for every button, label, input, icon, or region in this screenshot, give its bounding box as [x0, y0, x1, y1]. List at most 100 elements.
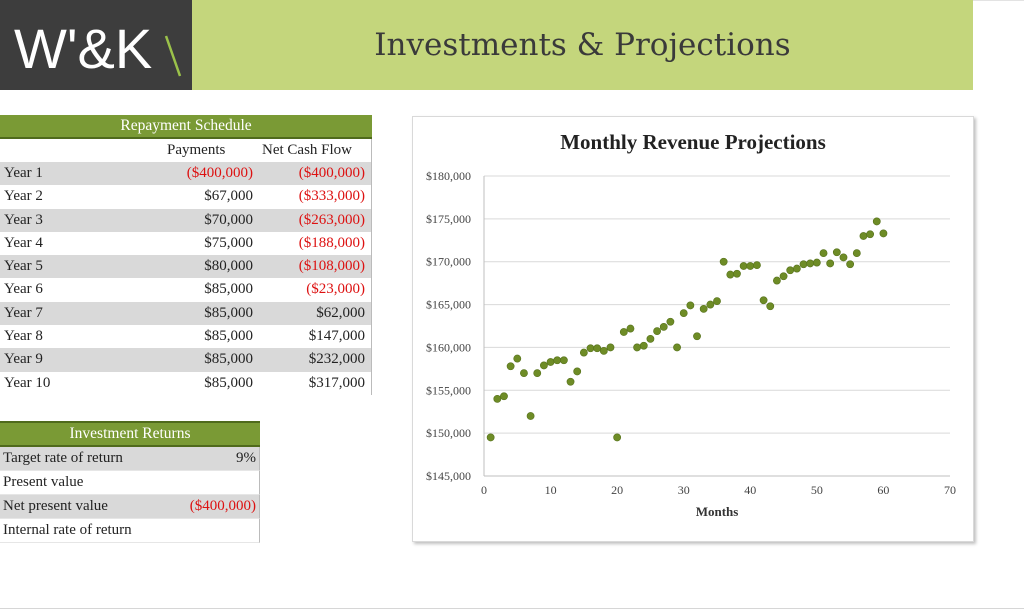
investment-value: 9% — [236, 450, 256, 466]
data-point — [832, 248, 841, 257]
data-point — [733, 269, 741, 278]
table-row[interactable]: Year 10 $85,000 $317,000 — [0, 371, 372, 395]
net-cash-flow-cell: $62,000 — [316, 304, 365, 321]
data-point — [726, 270, 735, 279]
data-point — [493, 394, 502, 403]
table-header-row: Payments Net Cash Flow — [0, 139, 372, 162]
data-point — [486, 433, 495, 442]
investment-label: Present value — [3, 474, 84, 490]
data-point — [666, 317, 675, 326]
repayment-schedule-title: Repayment Schedule — [0, 115, 372, 139]
table-row[interactable]: Year 4 $75,000 ($188,000) — [0, 231, 372, 256]
data-point — [866, 230, 875, 239]
data-point — [679, 309, 688, 318]
table-row[interactable]: Year 7 $85,000 $62,000 — [0, 301, 372, 326]
data-point — [839, 253, 848, 262]
year-cell: Year 9 — [4, 351, 43, 368]
table-row[interactable]: Year 5 $80,000 ($108,000) — [0, 255, 372, 279]
payment-cell: $85,000 — [204, 328, 253, 345]
x-tick-label: 0 — [481, 483, 487, 497]
table-row[interactable]: Year 3 $70,000 ($263,000) — [0, 208, 372, 232]
data-point — [566, 377, 575, 386]
data-point — [533, 369, 542, 378]
data-point — [626, 324, 635, 333]
data-point — [819, 249, 828, 258]
table-row[interactable]: Year 9 $85,000 $232,000 — [0, 348, 372, 372]
net-cash-flow-cell: $232,000 — [308, 351, 365, 368]
payment-cell: $67,000 — [204, 188, 253, 205]
net-cash-flow-cell: ($400,000) — [298, 165, 365, 181]
payment-cell: $80,000 — [204, 258, 253, 275]
data-point — [753, 261, 761, 270]
investment-label: Net present value — [3, 498, 108, 514]
data-point — [739, 262, 748, 270]
data-point — [520, 369, 528, 378]
data-point — [559, 356, 568, 365]
payment-cell: $75,000 — [204, 234, 253, 251]
data-point — [619, 328, 628, 336]
data-point — [579, 348, 588, 357]
data-point — [759, 296, 768, 305]
data-point — [633, 343, 642, 352]
year-cell: Year 1 — [4, 165, 43, 181]
x-tick-label: 70 — [944, 483, 956, 497]
data-point — [606, 343, 615, 352]
table-row[interactable]: Year 6 $85,000 ($23,000) — [0, 278, 372, 302]
payment-cell: $85,000 — [204, 351, 253, 368]
x-tick-label: 40 — [744, 483, 756, 497]
data-point — [859, 232, 868, 240]
data-point — [599, 346, 608, 355]
year-cell: Year 7 — [4, 304, 43, 321]
data-point — [826, 259, 835, 268]
page-title: Investments & Projections — [374, 27, 791, 63]
y-tick-label: $165,000 — [426, 298, 471, 312]
y-tick-label: $160,000 — [426, 340, 471, 354]
table-row[interactable]: Year 1 ($400,000) ($400,000) — [0, 162, 372, 186]
x-tick-label: 10 — [545, 483, 557, 497]
net-cash-flow-cell: ($263,000) — [298, 211, 365, 228]
data-point — [872, 217, 881, 226]
investment-returns-table: Investment Returns Target rate of return… — [0, 421, 260, 543]
data-point — [706, 300, 715, 309]
payments-header: Payments — [167, 142, 226, 158]
year-cell: Year 5 — [4, 258, 43, 275]
data-point — [526, 412, 535, 420]
y-tick-label: $170,000 — [426, 255, 471, 269]
table-row[interactable]: Year 2 $67,000 ($333,000) — [0, 185, 372, 209]
data-point — [646, 334, 655, 343]
revenue-chart[interactable]: Monthly Revenue Projections $145,000 $150,… — [412, 116, 974, 542]
net-cash-flow-cell: ($333,000) — [298, 188, 365, 205]
investment-returns-title: Investment Returns — [0, 421, 260, 447]
data-point — [573, 367, 582, 376]
payment-cell: $85,000 — [204, 304, 253, 321]
payment-cell: $85,000 — [204, 281, 253, 298]
investment-label: Internal rate of return — [3, 522, 132, 538]
investment-row[interactable]: Internal rate of return — [0, 519, 260, 543]
data-point — [799, 260, 808, 269]
investment-row[interactable]: Net present value ($400,000) — [0, 495, 260, 519]
data-point — [852, 249, 861, 258]
table-row[interactable]: Year 8 $85,000 $147,000 — [0, 325, 372, 349]
data-point — [506, 362, 515, 371]
payment-cell: $85,000 — [204, 374, 253, 391]
data-point — [779, 272, 788, 281]
data-point — [613, 433, 622, 442]
data-point — [719, 257, 728, 266]
net-cash-flow-cell: $317,000 — [308, 374, 365, 391]
data-point — [513, 354, 522, 363]
investment-row[interactable]: Target rate of return 9% — [0, 447, 260, 471]
y-tick-label: $150,000 — [426, 426, 471, 440]
data-point — [846, 260, 855, 269]
x-tick-label: 20 — [611, 483, 623, 497]
data-point — [500, 392, 508, 401]
sheet-bottom-border — [0, 608, 1024, 609]
investment-row[interactable]: Present value — [0, 471, 260, 495]
data-point — [773, 276, 781, 285]
payment-cell: $70,000 — [204, 211, 253, 228]
y-tick-label: $175,000 — [426, 212, 471, 226]
investment-value: ($400,000) — [189, 498, 256, 514]
net-cash-flow-cell: $147,000 — [308, 328, 365, 345]
data-point — [699, 304, 708, 313]
data-point — [786, 266, 795, 275]
sheet-gridline — [973, 0, 1024, 1]
